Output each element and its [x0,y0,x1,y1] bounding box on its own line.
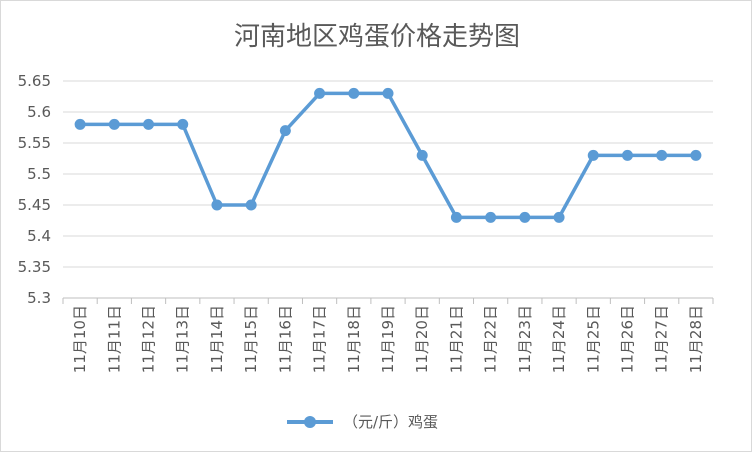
x-tick-label: 11月19日 [379,305,397,373]
data-point [211,199,223,211]
data-point [108,118,120,130]
data-point [519,211,531,223]
data-point [348,87,360,99]
legend: （元/斤）鸡蛋 [287,413,438,431]
x-tick-label: 11月22日 [482,305,500,373]
data-point [416,149,428,161]
data-point [485,211,497,223]
x-tick-label: 11月25日 [584,305,602,373]
y-tick-label: 5.55 [18,134,51,152]
y-tick-label: 5.35 [18,258,51,276]
data-point [553,211,565,223]
y-tick-label: 5.6 [27,103,51,121]
x-tick-label: 11月24日 [550,305,568,373]
data-point [177,118,189,130]
x-tick-labels: 11月10日 11月11日 11月12日 11月13日 11月14日 11月15日 11月1… [71,305,705,373]
data-point [314,87,326,99]
x-tick-label: 11月15日 [242,305,260,373]
data-point [621,149,633,161]
y-tick-label: 5.3 [27,289,51,307]
x-tick-label: 11月11日 [105,305,123,373]
x-tick-label: 11月16日 [276,305,294,373]
y-tick-label: 5.4 [27,227,51,245]
data-point [279,125,291,137]
y-tick-label: 5.45 [18,196,51,214]
y-tick-label: 5.5 [27,165,51,183]
x-tick-label: 11月21日 [447,305,465,373]
data-point [382,87,394,99]
x-tick-label: 11月20日 [413,305,431,373]
legend-marker [304,416,316,428]
x-tick-label: 11月27日 [653,305,671,373]
y-gridlines [63,80,713,268]
y-tick-label: 5.65 [18,72,51,90]
data-point [656,149,668,161]
y-tick-labels: 5.3 5.35 5.4 5.45 5.5 5.55 5.6 5.65 [18,72,51,307]
x-tick-label: 11月17日 [311,305,329,373]
x-tick-label: 11月23日 [516,305,534,373]
legend-label: （元/斤）鸡蛋 [343,413,438,431]
chart-title: 河南地区鸡蛋价格走势图 [234,22,520,52]
data-point [690,149,702,161]
x-tick-label: 11月12日 [140,305,158,373]
x-tick-label: 11月26日 [618,305,636,373]
data-point [587,149,599,161]
x-tick-label: 11月18日 [345,305,363,373]
x-tick-label: 11月13日 [174,305,192,373]
x-tick-label: 11月14日 [208,305,226,373]
x-axis [62,297,714,304]
data-point [143,118,155,130]
data-point [245,199,257,211]
series-layer [74,87,702,223]
x-tick-label: 11月28日 [687,305,705,373]
data-point [74,118,86,130]
x-tick-label: 11月10日 [71,305,89,373]
data-point [450,211,462,223]
